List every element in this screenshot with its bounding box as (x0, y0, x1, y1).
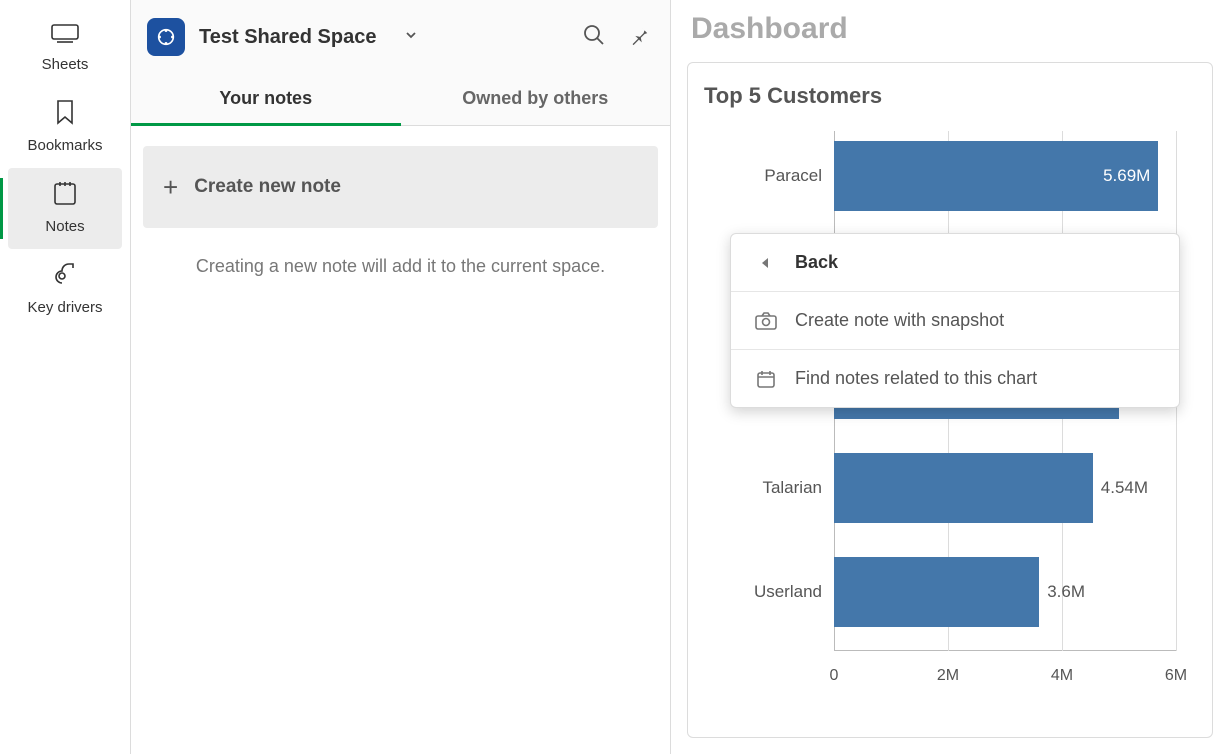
x-tick-label: 0 (830, 667, 839, 685)
bookmark-icon (55, 99, 75, 129)
notes-icon (53, 180, 77, 210)
bar-value: 5.69M (1103, 166, 1150, 186)
bar-chart[interactable]: 02M4M6MParacel5.69MDeaTalarian4.54MUserl… (704, 123, 1196, 703)
bar-label: Userland (754, 582, 822, 602)
calendar-icon (753, 369, 779, 389)
x-tick-label: 4M (1051, 667, 1073, 685)
space-icon (147, 18, 185, 56)
key-drivers-icon (52, 261, 78, 291)
bar-label: Talarian (762, 478, 822, 498)
bar-row[interactable]: Userland3.6M (834, 557, 1039, 627)
x-tick-label: 2M (937, 667, 959, 685)
sidebar-item-bookmarks[interactable]: Bookmarks (0, 87, 130, 168)
dashboard-title: Dashboard (691, 12, 1213, 46)
bar-row[interactable]: Talarian4.54M (834, 453, 1093, 523)
sidebar-item-label: Bookmarks (27, 137, 102, 154)
pin-icon[interactable] (628, 24, 650, 51)
sidebar-item-label: Notes (45, 218, 84, 235)
bar-row[interactable]: Paracel5.69M (834, 141, 1158, 211)
notes-header: Test Shared Space (131, 0, 670, 74)
create-note-hint: Creating a new note will add it to the c… (143, 256, 658, 277)
sidebar-item-label: Key drivers (27, 299, 102, 316)
plus-icon: + (163, 174, 178, 200)
bar-label: Paracel (764, 166, 822, 186)
bar: 5.69M (834, 141, 1158, 211)
menu-item-label: Back (795, 252, 838, 273)
notes-body: + Create new note Creating a new note wi… (131, 126, 670, 754)
menu-item-label: Find notes related to this chart (795, 368, 1037, 389)
camera-icon (753, 312, 779, 330)
sidebar-item-notes[interactable]: Notes (8, 168, 122, 249)
menu-item-back[interactable]: Back (731, 234, 1179, 291)
bar-value: 4.54M (1101, 478, 1148, 498)
bar: 3.6M (834, 557, 1039, 627)
notes-panel: Test Shared Space Your notes Owned by ot… (131, 0, 671, 754)
create-note-button[interactable]: + Create new note (143, 146, 658, 228)
chart-title: Top 5 Customers (704, 83, 1196, 109)
sheets-icon (51, 24, 79, 48)
sidebar-item-key-drivers[interactable]: Key drivers (0, 249, 130, 330)
bar: 4.54M (834, 453, 1093, 523)
menu-item-label: Create note with snapshot (795, 310, 1004, 331)
x-tick-label: 6M (1165, 667, 1187, 685)
chart-context-menu: Back Create note with snapshot Find note… (730, 233, 1180, 408)
dashboard-panel: Dashboard Top 5 Customers 0 2M 4M 6M Paracel… (671, 0, 1229, 754)
sidebar-item-label: Sheets (42, 56, 89, 73)
menu-item-find-notes[interactable]: Find notes related to this chart (731, 349, 1179, 407)
sidebar-item-sheets[interactable]: Sheets (0, 12, 130, 87)
sidebar: Sheets Bookmarks Notes Key drivers (0, 0, 131, 754)
chart-card: Top 5 Customers 02M4M6MParacel5.69MDeaTa… (687, 62, 1213, 738)
menu-item-create-note-snapshot[interactable]: Create note with snapshot (731, 291, 1179, 349)
tab-your-notes[interactable]: Your notes (131, 74, 401, 126)
space-dropdown[interactable] (404, 28, 418, 47)
search-icon[interactable] (582, 23, 606, 52)
tab-owned-by-others[interactable]: Owned by others (401, 74, 671, 126)
bar-value: 3.6M (1047, 582, 1085, 602)
back-icon (753, 256, 779, 270)
space-title: Test Shared Space (199, 26, 376, 49)
notes-tabs: Your notes Owned by others (131, 74, 670, 126)
create-note-label: Create new note (194, 176, 341, 198)
